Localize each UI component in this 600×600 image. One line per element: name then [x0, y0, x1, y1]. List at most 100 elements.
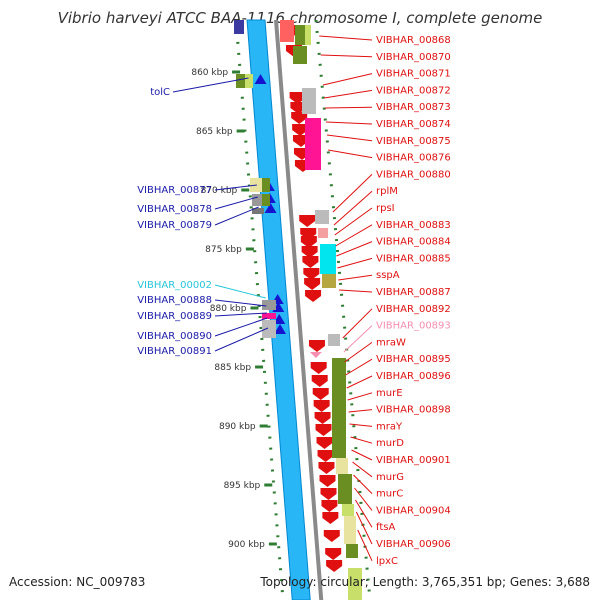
right-gene-label: VIBHAR_00883 — [376, 220, 451, 231]
left-feature-block — [262, 313, 276, 319]
right-gene-label: VIBHAR_00901 — [376, 455, 451, 466]
tick-marks: 860 kbp 865 kbp 870 kbp 875 kbp 880 kbp 885 k… — [191, 68, 277, 550]
gc-content-line — [274, 20, 324, 600]
reverse-gene-arrow — [308, 340, 325, 352]
right-label-leader — [343, 325, 373, 353]
right-label-leader — [348, 409, 373, 413]
left-feature-block — [262, 320, 276, 338]
pink-gene-arrow — [309, 352, 322, 358]
reverse-gene-arrow — [300, 236, 317, 248]
right-feature-block — [320, 244, 336, 274]
right-gene-label: VIBHAR_00896 — [376, 371, 451, 382]
reverse-gene-arrow — [317, 450, 334, 462]
right-gene-label: murD — [376, 438, 404, 449]
right-label-leader — [337, 257, 373, 269]
reverse-gene-arrow — [289, 92, 306, 104]
tick-label: 860 kbp — [191, 68, 228, 78]
right-gene-label: VIBHAR_00892 — [376, 304, 451, 315]
right-label-leader — [326, 134, 373, 142]
right-gene-label: murG — [376, 472, 404, 483]
forward-gene-arrow — [274, 324, 287, 334]
left-label-leader — [214, 312, 267, 317]
left-gene-label: VIBHAR_00888 — [137, 295, 212, 306]
right-feature-block — [332, 358, 346, 458]
left-gene-label: VIBHAR_00891 — [137, 346, 212, 357]
right-gene-labels: VIBHAR_00868 VIBHAR_00870 VIBHAR_00871 VIBH… — [319, 35, 451, 567]
reverse-gene-arrow — [320, 488, 337, 500]
dotted-boundary-left — [234, 19, 285, 600]
right-label-leader — [345, 358, 373, 376]
left-label-leader — [214, 196, 258, 210]
left-gene-label: tolC — [150, 87, 170, 98]
right-feature-block — [344, 516, 356, 544]
right-label-leader — [352, 461, 373, 478]
forward-gene-arrow — [273, 314, 286, 324]
right-gene-label: rpsI — [376, 203, 395, 214]
right-label-leader — [333, 190, 373, 226]
feature-tracks — [234, 19, 372, 600]
right-feature-block — [295, 25, 305, 45]
right-label-leader — [322, 73, 373, 86]
right-label-leader — [320, 54, 373, 58]
right-feature-block — [293, 46, 307, 64]
reverse-gene-arrow — [313, 400, 330, 412]
left-feature-block — [262, 300, 276, 310]
right-label-leader — [347, 392, 373, 401]
right-gene-label: VIBHAR_00872 — [376, 85, 451, 96]
right-gene-label: VIBHAR_00876 — [376, 153, 451, 164]
right-label-leader — [339, 289, 373, 293]
reverse-gene-arrow — [316, 437, 333, 449]
right-feature-block — [315, 210, 329, 224]
tick-label: 875 kbp — [205, 245, 242, 255]
reverse-gene-arrow — [292, 135, 309, 147]
reverse-gene-arrow — [301, 246, 318, 258]
top-feature-block — [280, 20, 294, 42]
left-gene-label: VIBHAR_00879 — [137, 220, 212, 231]
right-label-leader — [353, 474, 373, 494]
right-label-leader — [335, 224, 373, 247]
map-title: Vibrio harveyi ATCC BAA-1116 chromosome … — [58, 9, 543, 27]
reverse-gene-arrow — [305, 290, 322, 302]
reverse-gene-arrow — [302, 256, 319, 268]
reverse-gene-arrow — [325, 548, 342, 560]
tick-label: 865 kbp — [196, 127, 233, 137]
right-label-leader — [344, 341, 373, 363]
tick-label: 885 kbp — [214, 363, 251, 373]
reverse-gene-arrow — [310, 362, 327, 374]
right-feature-block — [346, 544, 358, 558]
reverse-gene-arrow — [311, 375, 328, 387]
right-label-leader — [328, 149, 373, 159]
right-gene-label: sspA — [376, 270, 400, 281]
reverse-gene-arrow — [318, 462, 335, 474]
right-label-leader — [336, 241, 373, 257]
accession-text: Accession: NC_009783 — [9, 575, 145, 589]
tick-label: 895 kbp — [224, 481, 261, 491]
right-label-leader — [354, 487, 373, 511]
right-feature-block — [338, 474, 352, 504]
right-gene-label: VIBHAR_00904 — [376, 505, 451, 516]
right-gene-label: VIBHAR_00884 — [376, 237, 451, 248]
topology-text: Topology: circular; Length: 3,765,351 bp… — [259, 575, 590, 589]
left-label-leader — [214, 299, 267, 307]
left-label-leader — [214, 317, 268, 337]
right-feature-block — [322, 274, 336, 288]
forward-gene-arrow — [254, 74, 267, 84]
right-feature-block — [318, 228, 328, 238]
right-label-leader — [355, 511, 373, 545]
reverse-gene-arrow — [323, 530, 340, 542]
reverse-gene-arrow — [321, 500, 338, 512]
tick-label: 870 kbp — [201, 186, 238, 196]
right-label-leader — [319, 35, 373, 41]
reverse-gene-arrow — [315, 424, 332, 436]
right-label-leader — [325, 121, 373, 125]
reverse-gene-arrow — [326, 560, 343, 572]
right-feature-block — [328, 334, 340, 346]
right-gene-label: VIBHAR_00880 — [376, 169, 451, 180]
reverse-gene-arrow — [292, 124, 309, 136]
left-gene-labels: tolC VIBHAR_00877 VIBHAR_00878 VIBHAR_00879… — [137, 77, 269, 357]
forward-gene-arrow — [264, 203, 277, 213]
right-feature-block — [342, 504, 354, 516]
right-feature-block — [348, 568, 362, 600]
right-gene-label: VIBHAR_00895 — [376, 354, 451, 365]
left-gene-label: VIBHAR_00877 — [137, 185, 212, 196]
